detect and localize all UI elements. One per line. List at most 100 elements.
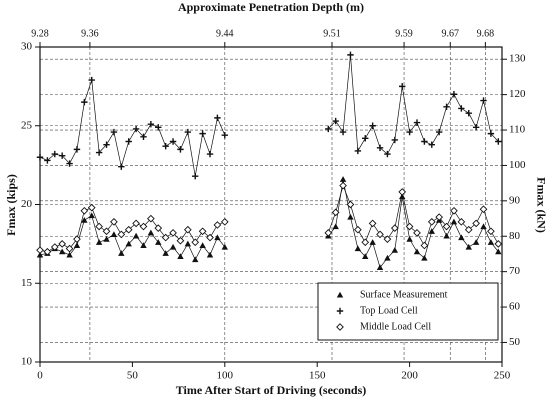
marker [155, 239, 162, 245]
y2-tick-label: 110 [509, 124, 526, 136]
marker [339, 128, 347, 136]
marker [36, 246, 44, 255]
marker [347, 213, 354, 220]
marker [95, 149, 103, 156]
marker [376, 264, 384, 271]
marker [421, 138, 428, 145]
marker [199, 130, 206, 137]
marker [427, 217, 436, 226]
marker [336, 307, 344, 315]
y2-tick-label: 130 [509, 53, 526, 65]
marker [390, 224, 399, 232]
marker [147, 229, 155, 236]
marker [391, 246, 399, 253]
x-tick-label: 100 [217, 370, 234, 382]
y2-tick-label: 90 [509, 194, 521, 206]
marker [162, 143, 169, 150]
marker [324, 229, 333, 237]
marker [362, 135, 369, 142]
marker [102, 227, 111, 236]
marker [465, 243, 472, 250]
marker [110, 128, 118, 136]
y2-axis-title: Fmax (kN) [534, 177, 548, 233]
y-tick-label: 25 [21, 119, 33, 131]
marker [43, 247, 52, 256]
marker [495, 138, 502, 145]
marker [44, 157, 51, 164]
marker [140, 133, 147, 140]
marker [384, 150, 391, 158]
marker [428, 141, 435, 148]
marker [368, 219, 377, 228]
marker [198, 227, 207, 236]
marker [220, 217, 229, 226]
x2-tick-label: 9.51 [323, 28, 341, 39]
marker [450, 91, 458, 98]
marker [73, 146, 81, 153]
y2-tick-label: 50 [509, 336, 521, 348]
legend: Surface Measurement Top Load Cell Middle L… [317, 282, 499, 341]
x2-tick-label: 9.68 [477, 28, 495, 39]
x-axis-title: Time After Start of Driving (seconds) [176, 383, 367, 397]
marker [81, 217, 88, 223]
marker [66, 160, 73, 167]
marker [421, 254, 428, 261]
marker [339, 181, 347, 190]
marker [325, 125, 332, 133]
marker [184, 240, 192, 247]
marker [472, 239, 480, 245]
marker [391, 136, 399, 144]
marker [420, 241, 429, 250]
legend-label: Surface Measurement [360, 289, 448, 300]
marker [332, 117, 339, 125]
x2-tick-label: 9.67 [442, 28, 460, 39]
marker [369, 239, 376, 245]
marker [464, 225, 473, 234]
marker [435, 128, 443, 136]
marker [361, 238, 370, 247]
marker [487, 227, 495, 236]
marker [155, 124, 162, 131]
x2-tick-label: 9.59 [395, 28, 413, 39]
marker [494, 240, 503, 248]
marker [354, 147, 362, 155]
marker [103, 141, 110, 148]
marker [80, 206, 89, 215]
marker [132, 232, 140, 239]
x-tick-label: 50 [127, 370, 139, 382]
marker [480, 223, 487, 230]
marker [176, 236, 185, 245]
marker [206, 251, 214, 258]
marker [383, 235, 392, 243]
y-axis-title: Fmax (kips) [4, 174, 18, 236]
marker [103, 235, 110, 242]
y-tick-label: 20 [21, 198, 33, 210]
marker [118, 250, 125, 256]
x2-axis-title: Approximate Penetration Depth (m) [178, 0, 364, 14]
marker [110, 217, 118, 226]
marker [398, 188, 407, 196]
marker [110, 231, 118, 237]
marker [51, 150, 58, 158]
marker [36, 251, 44, 258]
y-tick-label: 10 [21, 356, 33, 368]
marker [117, 230, 126, 239]
marker [487, 130, 495, 137]
marker [184, 225, 192, 234]
legend-label: Middle Load Cell [360, 321, 431, 332]
marker [95, 239, 103, 245]
marker [36, 154, 44, 161]
marker [65, 244, 74, 253]
y2-tick-label: 60 [509, 301, 521, 313]
marker [73, 235, 81, 243]
marker [495, 248, 502, 255]
marker [206, 233, 214, 242]
marker [58, 152, 66, 159]
x-tick-label: 150 [309, 370, 326, 382]
marker [480, 97, 487, 104]
marker [413, 229, 421, 237]
x-tick-label: 0 [37, 370, 43, 382]
marker [124, 225, 133, 234]
marker [406, 128, 413, 136]
y-tick-label: 15 [21, 277, 33, 289]
